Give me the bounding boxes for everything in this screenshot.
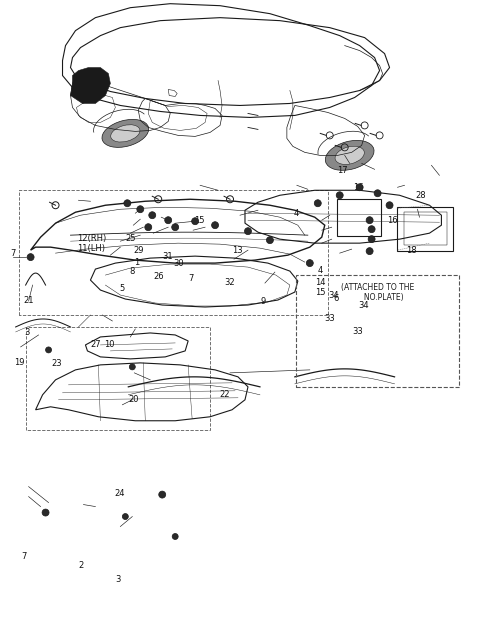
Text: (ATTACHED TO THE
     NO.PLATE): (ATTACHED TO THE NO.PLATE) [341,282,414,302]
Text: 14: 14 [315,278,325,287]
Circle shape [244,228,252,234]
Ellipse shape [335,146,364,164]
Circle shape [145,224,152,231]
Circle shape [149,212,156,219]
Text: 34: 34 [358,301,369,309]
Ellipse shape [102,119,149,148]
Text: 26: 26 [153,272,164,281]
Text: 33: 33 [324,314,336,323]
Circle shape [368,226,375,232]
Circle shape [306,259,313,267]
Circle shape [42,509,49,516]
Circle shape [159,491,166,498]
Circle shape [137,206,144,212]
Ellipse shape [325,141,374,170]
Circle shape [368,236,375,242]
Text: 25: 25 [125,234,136,243]
Circle shape [356,184,363,191]
Text: 1: 1 [134,258,139,267]
Text: 16: 16 [387,216,397,225]
Text: 4: 4 [318,266,323,274]
Text: 5: 5 [120,284,125,293]
Text: 3: 3 [24,328,30,337]
Circle shape [366,217,373,224]
Text: 13: 13 [232,246,243,254]
Circle shape [46,347,51,353]
Text: 33: 33 [352,327,362,336]
Circle shape [386,202,393,209]
Text: 18: 18 [406,246,417,254]
Text: 32: 32 [224,278,235,287]
Text: 20: 20 [129,395,139,404]
Text: 16: 16 [353,183,364,192]
Text: 7: 7 [189,274,194,282]
Polygon shape [71,68,110,104]
Circle shape [336,192,343,199]
Text: 34: 34 [328,291,339,299]
Ellipse shape [111,125,140,142]
Circle shape [124,200,131,207]
Text: 24: 24 [114,489,125,498]
Text: 28: 28 [416,191,426,200]
Text: 9: 9 [260,297,265,306]
Circle shape [165,217,172,224]
Text: 4: 4 [294,209,299,219]
Text: 17: 17 [337,166,348,175]
Circle shape [374,190,381,197]
Text: 3: 3 [115,575,120,584]
Text: 31: 31 [162,252,173,261]
Text: 30: 30 [173,259,184,268]
Text: 22: 22 [219,391,230,399]
Circle shape [129,364,135,370]
Circle shape [27,254,34,261]
Circle shape [266,237,274,244]
Text: 21: 21 [23,296,34,304]
Text: 7: 7 [10,249,15,258]
Circle shape [366,248,373,254]
Text: 10: 10 [105,341,115,349]
Circle shape [192,217,199,225]
Text: 19: 19 [14,358,25,367]
Circle shape [172,224,179,231]
Text: 29: 29 [134,246,144,254]
Text: 11(LH): 11(LH) [77,244,105,253]
Text: 27: 27 [90,341,101,349]
Text: 15: 15 [194,216,204,225]
Text: 12(RH): 12(RH) [77,234,107,243]
Text: 8: 8 [129,268,134,276]
Text: 6: 6 [333,294,338,303]
Circle shape [314,200,321,207]
Text: 15: 15 [315,288,325,297]
Text: 2: 2 [78,561,84,569]
Circle shape [122,514,128,519]
Circle shape [172,534,178,539]
Circle shape [212,222,218,229]
Text: 23: 23 [52,359,62,368]
Text: 7: 7 [21,552,26,561]
